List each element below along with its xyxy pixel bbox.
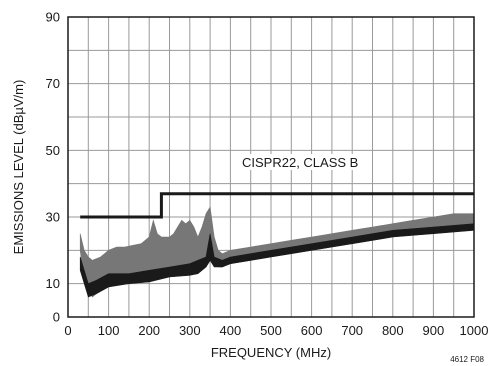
x-tick-label: 500 xyxy=(260,323,282,338)
y-tick-label: 90 xyxy=(46,10,60,25)
x-tick-label: 1000 xyxy=(460,323,489,338)
limit-layer xyxy=(80,192,474,219)
x-tick-label: 600 xyxy=(301,323,323,338)
x-tick-label: 900 xyxy=(423,323,445,338)
y-tick-label: 0 xyxy=(53,310,60,325)
limit-line-label: CISPR22, CLASS B xyxy=(242,155,358,170)
x-tick-label: 0 xyxy=(64,323,71,338)
annotation-background xyxy=(238,154,360,170)
x-tick-label: 100 xyxy=(98,323,120,338)
y-tick-label: 30 xyxy=(46,210,60,225)
tick-labels: 0 100 200 300 400 500 600 700 800 900 1000 0 10 30 50 7… xyxy=(46,10,489,339)
figure-id: 4612 F08 xyxy=(450,355,484,364)
y-tick-label: 50 xyxy=(46,143,60,158)
x-tick-label: 300 xyxy=(179,323,201,338)
y-tick-label: 10 xyxy=(46,276,60,291)
x-axis-label: FREQUENCY (MHz) xyxy=(211,345,331,360)
limit-line xyxy=(80,192,474,219)
y-axis-label: EMISSIONS LEVEL (dBµV/m) xyxy=(11,80,26,255)
x-tick-label: 200 xyxy=(138,323,160,338)
x-tick-label: 400 xyxy=(220,323,242,338)
x-tick-label: 800 xyxy=(382,323,404,338)
y-tick-label: 70 xyxy=(46,76,60,91)
x-tick-label: 700 xyxy=(341,323,363,338)
plot-frame xyxy=(67,16,475,318)
